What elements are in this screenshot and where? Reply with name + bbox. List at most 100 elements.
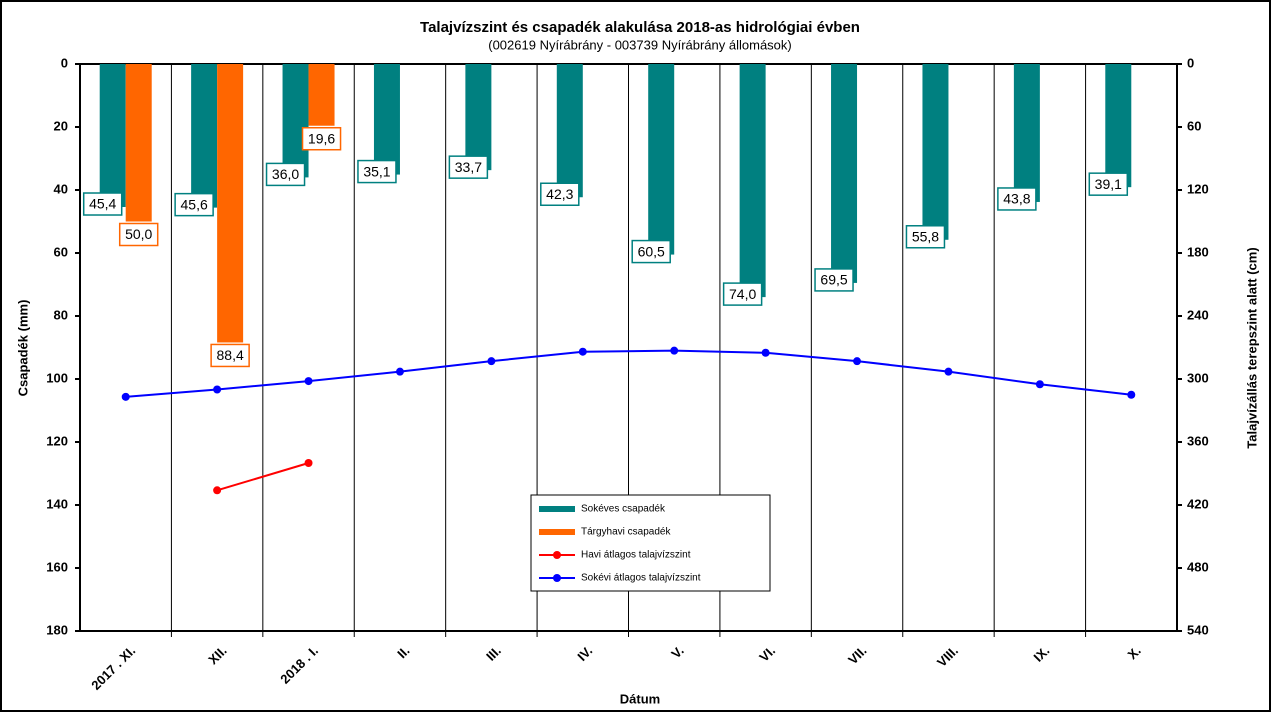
- line-point: [213, 385, 222, 394]
- y2-tick-label: 0: [1187, 55, 1194, 70]
- y-tick-label: 100: [46, 370, 68, 385]
- value-label-box: [301, 126, 342, 151]
- value-label: 45,4: [82, 192, 123, 216]
- value-label-text: 74,0: [729, 286, 756, 302]
- y2-tick-label: 60: [1187, 118, 1201, 133]
- value-label-text: 60,5: [638, 243, 665, 259]
- line-point: [487, 357, 496, 366]
- value-label-text: 36,0: [272, 166, 299, 182]
- y2-tick-label: 540: [1187, 622, 1209, 637]
- value-label: 74,0: [722, 282, 763, 306]
- line-point: [395, 367, 404, 376]
- legend-label: Sokévi átlagos talajvízszint: [581, 573, 701, 584]
- value-label: 55,8: [905, 225, 946, 249]
- y-tick-label: 140: [46, 496, 68, 511]
- legend-label: Sokéves csapadék: [581, 504, 666, 515]
- value-label-box: [82, 192, 123, 216]
- value-label-box: [631, 239, 671, 264]
- value-label: 88,4: [210, 343, 250, 368]
- value-label-box: [905, 225, 946, 249]
- legend-swatch: [553, 551, 561, 559]
- bar: [373, 64, 400, 175]
- value-label-text: 45,6: [181, 196, 208, 212]
- y-tick-label: 120: [46, 433, 68, 448]
- y-axis-label: Csapadék (mm): [15, 300, 30, 397]
- value-label-box: [174, 192, 214, 217]
- line-point: [670, 346, 679, 355]
- y2-tick-label: 480: [1187, 559, 1209, 574]
- bar: [556, 64, 583, 198]
- value-label: 19,6: [301, 126, 342, 151]
- value-label-text: 50,0: [125, 226, 152, 242]
- value-label: 60,5: [631, 239, 671, 264]
- value-label-text: 39,1: [1095, 176, 1122, 192]
- bar: [648, 64, 675, 255]
- bar: [1013, 64, 1040, 202]
- legend-label: Havi átlagos talajvízszint: [581, 550, 691, 561]
- y-tick-label: 40: [54, 181, 68, 196]
- chart-subtitle: (002619 Nyírábrány - 003739 Nyírábrány á…: [488, 37, 792, 52]
- y2-tick-label: 120: [1187, 181, 1209, 196]
- y-tick-label: 60: [54, 244, 68, 259]
- bar: [217, 64, 244, 343]
- value-label: 50,0: [118, 222, 159, 247]
- line: [125, 349, 1132, 398]
- bar: [125, 64, 152, 222]
- value-label-text: 33,7: [455, 159, 482, 175]
- y-tick-label: 0: [61, 55, 68, 70]
- y-tick-label: 20: [54, 118, 68, 133]
- value-label-box: [118, 222, 159, 247]
- legend-swatch: [553, 574, 561, 582]
- bar: [191, 64, 218, 208]
- bar: [922, 64, 949, 240]
- y2-tick-label: 240: [1187, 307, 1209, 322]
- chart-title: Talajvízszint és csapadék alakulása 2018…: [420, 19, 860, 36]
- value-label: 36,0: [265, 162, 306, 187]
- value-label-text: 35,1: [363, 163, 390, 179]
- value-label-box: [814, 268, 854, 292]
- value-label-text: 55,8: [912, 228, 939, 244]
- value-label: 35,1: [357, 159, 397, 184]
- y2-tick-label: 300: [1187, 370, 1209, 385]
- value-label-text: 45,4: [89, 196, 116, 212]
- y-tick-label: 180: [46, 622, 68, 637]
- value-label-box: [265, 162, 306, 187]
- value-label-box: [540, 182, 580, 206]
- value-label-text: 19,6: [308, 130, 335, 146]
- line-point: [944, 367, 953, 376]
- line-point: [304, 377, 313, 386]
- value-label-box: [997, 187, 1037, 211]
- y2-tick-label: 360: [1187, 433, 1209, 448]
- value-label: 69,5: [814, 268, 854, 292]
- value-label: 43,8: [997, 187, 1037, 211]
- value-label-box: [1088, 172, 1129, 196]
- legend-label: Tárgyhavi csapadék: [581, 527, 671, 538]
- value-label-box: [448, 155, 489, 179]
- line-point: [578, 347, 587, 356]
- y2-tick-label: 420: [1187, 496, 1209, 511]
- bar: [99, 64, 126, 208]
- value-label-text: 42,3: [546, 186, 573, 202]
- line-point: [304, 459, 313, 467]
- line-point: [761, 348, 770, 357]
- value-label-text: 69,5: [820, 272, 847, 288]
- value-label-box: [722, 282, 763, 306]
- value-label-text: 88,4: [217, 347, 244, 363]
- bar: [1105, 64, 1132, 188]
- bar: [465, 64, 492, 171]
- line-point: [1035, 380, 1044, 389]
- value-label: 39,1: [1088, 172, 1129, 196]
- value-label: 42,3: [540, 182, 580, 206]
- line-point: [853, 357, 862, 366]
- bar: [739, 64, 766, 298]
- y2-axis-label: Talajvízállás terepszint alatt (cm): [1244, 247, 1259, 448]
- legend-swatch: [539, 529, 575, 535]
- value-label-text: 43,8: [1003, 191, 1030, 207]
- bar: [308, 64, 335, 126]
- value-label-box: [210, 343, 250, 368]
- y-tick-label: 80: [54, 307, 68, 322]
- value-label-box: [357, 159, 397, 184]
- value-label: 33,7: [448, 155, 489, 179]
- bar: [831, 64, 858, 283]
